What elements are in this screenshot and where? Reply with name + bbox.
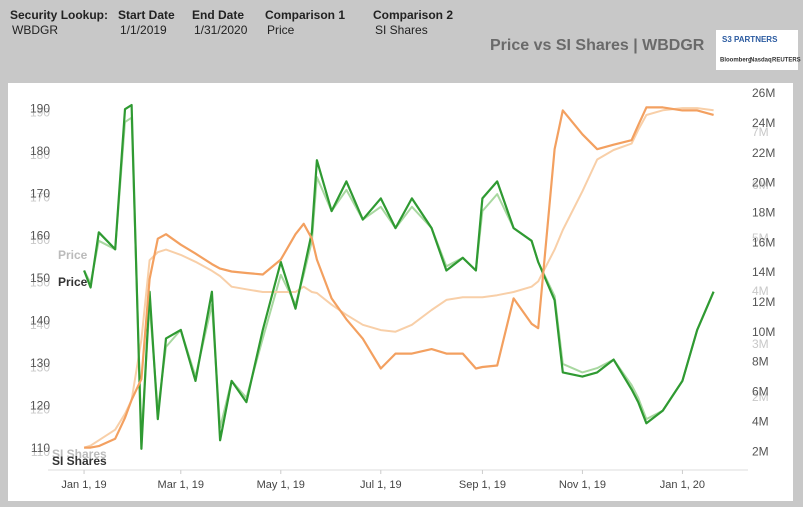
y2-tick-label: 5M (752, 231, 769, 245)
field-value: 1/1/2019 (120, 23, 167, 37)
legend-label: Price (58, 248, 88, 262)
y2-tick-label: 22M (752, 146, 775, 160)
x-tick-label: Jul 1, 19 (360, 479, 402, 491)
y-tick-label: 180 (30, 148, 50, 162)
y-tick-label: 170 (30, 186, 50, 200)
y2-tick-label: 7M (752, 125, 769, 139)
x-tick-label: Jan 1, 19 (61, 479, 106, 491)
y-tick-label: 150 (30, 275, 50, 289)
y-tick-label: 140 (30, 314, 50, 328)
y2-tick-label: 4M (752, 284, 769, 298)
field-label: Security Lookup: (10, 8, 108, 22)
y2-tick-label: 18M (752, 206, 775, 220)
field-label: Comparison 1 (265, 8, 345, 22)
y-tick-label: 180 (30, 144, 50, 158)
y-tick-label: 190 (30, 101, 50, 115)
legend-label: SI Shares (52, 454, 107, 468)
logo-box (716, 30, 798, 70)
y2-tick-label: 8M (752, 355, 769, 369)
x-tick-label: May 1, 19 (257, 479, 305, 491)
y2-tick-label: 10M (752, 325, 775, 339)
y2-tick-label: 6M (752, 385, 769, 399)
title: Price vs SI Shares | WBDGR (490, 37, 705, 54)
y-tick-label: 150 (30, 271, 50, 285)
y2-tick-label: 12M (752, 295, 775, 309)
series-line (83, 103, 715, 450)
chart-panel (8, 83, 793, 501)
y2-tick-label: 4M (752, 414, 769, 428)
field-label: Comparison 2 (373, 8, 453, 22)
field-label: End Date (192, 8, 244, 22)
y2-tick-label: 16M (752, 235, 775, 249)
y-tick-label: 170 (30, 191, 50, 205)
y-tick-label: 120 (30, 403, 50, 417)
y2-tick-label: 6M (752, 178, 769, 192)
y-tick-label: 120 (30, 399, 50, 413)
x-tick-label: Sep 1, 19 (459, 479, 506, 491)
logo-source: Nasdaq (750, 58, 772, 64)
y-tick-label: 110 (31, 441, 50, 455)
y2-tick-label: 24M (752, 116, 775, 130)
y-tick-label: 160 (30, 233, 50, 247)
y2-tick-label: 2M (752, 444, 769, 458)
logo-source: REUTERS (772, 58, 801, 64)
y-tick-label: 140 (30, 318, 50, 332)
x-tick-label: Jan 1, 20 (660, 479, 705, 491)
x-tick-label: Mar 1, 19 (158, 479, 204, 491)
y2-tick-label: 2M (752, 390, 769, 404)
field-label: Start Date (118, 8, 175, 22)
series-line (83, 107, 714, 449)
y-tick-label: 130 (30, 360, 50, 374)
y2-tick-label: 26M (752, 86, 775, 100)
legend-label: SI Shares (52, 447, 107, 461)
logo-source: Bloomberg (720, 58, 752, 64)
field-value: 1/31/2020 (194, 23, 248, 37)
y-tick-label: 160 (30, 229, 50, 243)
field-value: Price (267, 23, 295, 37)
series-line (84, 106, 714, 449)
logo-name: S3 PARTNERS (722, 35, 778, 44)
y2-tick-label: 14M (752, 265, 775, 279)
y-tick-label: 130 (30, 356, 50, 370)
field-value: WBDGR (12, 23, 58, 37)
y-tick-label: 110 (31, 445, 50, 459)
y2-tick-label: 3M (752, 337, 769, 351)
field-value: SI Shares (375, 23, 428, 37)
legend-label: Price (58, 275, 88, 289)
y-tick-label: 190 (30, 106, 50, 120)
y2-tick-label: 20M (752, 176, 775, 190)
x-tick-label: Nov 1, 19 (559, 479, 606, 491)
